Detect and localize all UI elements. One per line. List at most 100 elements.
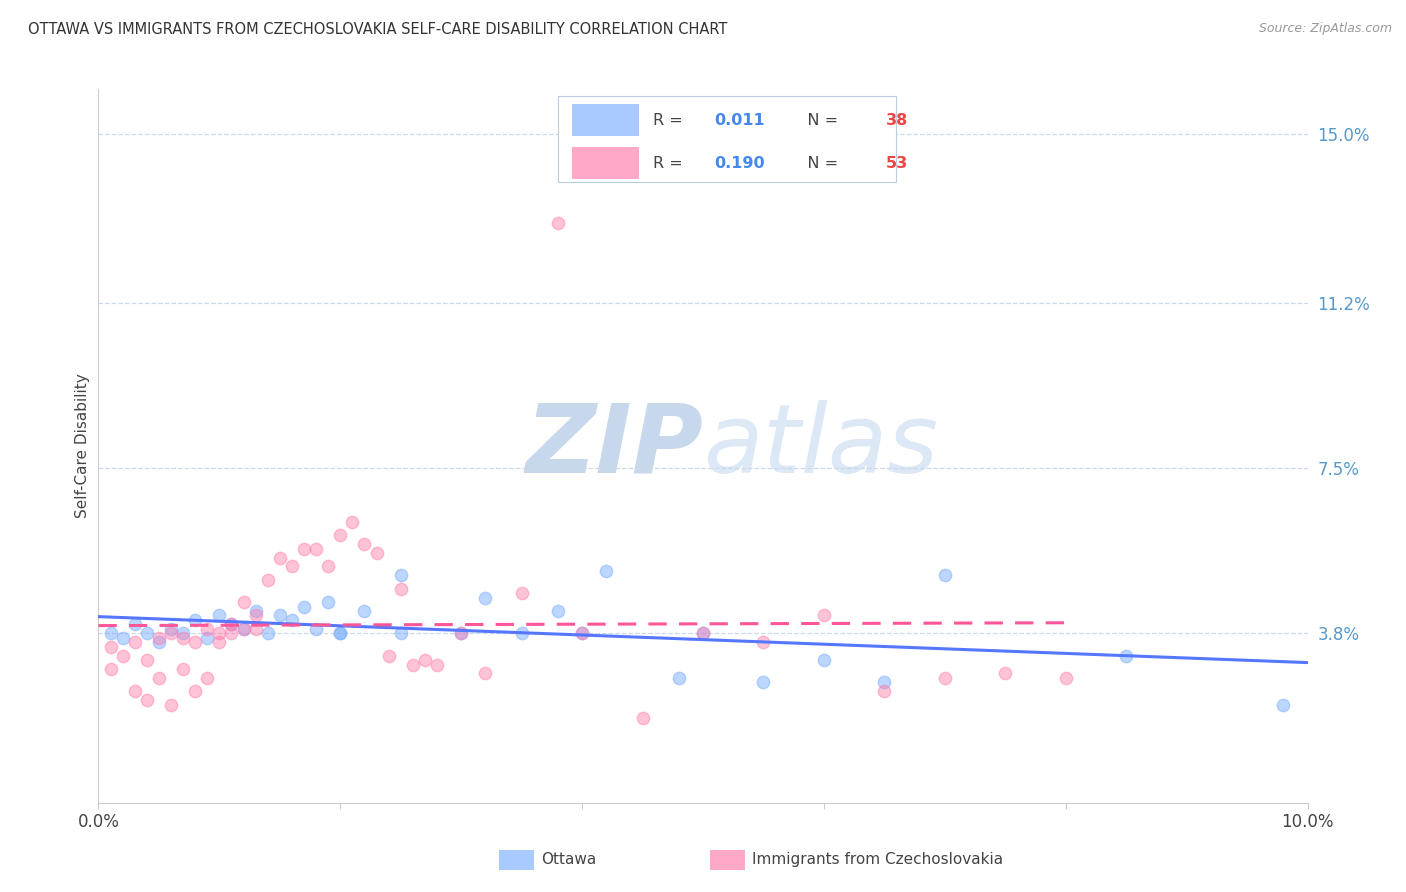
Point: [752, 635, 775, 649]
FancyBboxPatch shape: [558, 96, 897, 182]
Point: [547, 216, 569, 230]
Point: [353, 604, 375, 618]
Point: [873, 684, 896, 698]
Point: [571, 626, 593, 640]
Text: OTTAWA VS IMMIGRANTS FROM CZECHOSLOVAKIA SELF-CARE DISABILITY CORRELATION CHART: OTTAWA VS IMMIGRANTS FROM CZECHOSLOVAKIA…: [28, 22, 727, 37]
Point: [510, 586, 533, 600]
Point: [172, 662, 194, 676]
Point: [474, 666, 496, 681]
Point: [450, 626, 472, 640]
Point: [124, 617, 146, 632]
Text: 0.190: 0.190: [714, 155, 765, 170]
Point: [329, 626, 352, 640]
Point: [389, 626, 412, 640]
Point: [692, 626, 714, 640]
Text: R =: R =: [654, 112, 689, 128]
Point: [208, 635, 231, 649]
Point: [329, 626, 352, 640]
Point: [342, 515, 364, 529]
Point: [221, 617, 243, 632]
Point: [934, 671, 956, 685]
Point: [135, 626, 157, 640]
Point: [221, 626, 243, 640]
Point: [160, 698, 183, 712]
Point: [389, 568, 412, 582]
Text: N =: N =: [793, 112, 844, 128]
Point: [256, 626, 278, 640]
Point: [184, 684, 207, 698]
Point: [426, 657, 449, 672]
Text: R =: R =: [654, 155, 689, 170]
Point: [245, 604, 267, 618]
Text: 38: 38: [886, 112, 908, 128]
Point: [813, 653, 835, 667]
Y-axis label: Self-Care Disability: Self-Care Disability: [75, 374, 90, 518]
Text: ZIP: ZIP: [524, 400, 703, 492]
Point: [389, 582, 412, 596]
Point: [547, 604, 569, 618]
Text: Immigrants from Czechoslovakia: Immigrants from Czechoslovakia: [752, 853, 1004, 867]
Point: [111, 631, 134, 645]
Bar: [572, 104, 638, 136]
Point: [994, 666, 1017, 681]
Point: [1115, 648, 1137, 663]
Text: Ottawa: Ottawa: [541, 853, 596, 867]
Point: [316, 595, 339, 609]
Point: [195, 622, 218, 636]
Point: [873, 675, 896, 690]
Point: [377, 648, 399, 663]
Text: 0.011: 0.011: [714, 112, 765, 128]
Point: [208, 608, 231, 623]
Point: [692, 626, 714, 640]
Point: [256, 573, 278, 587]
Text: 53: 53: [886, 155, 908, 170]
Point: [135, 693, 157, 707]
Point: [124, 635, 146, 649]
Point: [195, 671, 218, 685]
Point: [245, 622, 267, 636]
Point: [353, 537, 375, 551]
Point: [100, 640, 122, 654]
Point: [413, 653, 436, 667]
Point: [1054, 671, 1077, 685]
Point: [1272, 698, 1295, 712]
Text: N =: N =: [793, 155, 844, 170]
Point: [631, 711, 654, 725]
Point: [752, 675, 775, 690]
Point: [245, 608, 267, 623]
Point: [329, 528, 352, 542]
Point: [184, 613, 207, 627]
Point: [281, 559, 304, 574]
Point: [160, 622, 183, 636]
Point: [184, 635, 207, 649]
Point: [111, 648, 134, 663]
Point: [148, 631, 170, 645]
Point: [160, 626, 183, 640]
Bar: [572, 147, 638, 179]
Point: [135, 653, 157, 667]
Point: [813, 608, 835, 623]
Point: [208, 626, 231, 640]
Point: [148, 671, 170, 685]
Point: [172, 626, 194, 640]
Point: [100, 662, 122, 676]
Point: [221, 617, 243, 632]
Point: [195, 631, 218, 645]
Point: [232, 595, 254, 609]
Point: [934, 568, 956, 582]
Point: [124, 684, 146, 698]
Point: [510, 626, 533, 640]
Point: [172, 631, 194, 645]
Point: [269, 550, 291, 565]
Point: [292, 599, 315, 614]
Point: [316, 559, 339, 574]
Point: [269, 608, 291, 623]
Point: [402, 657, 425, 672]
Point: [450, 626, 472, 640]
Point: [474, 591, 496, 605]
Point: [100, 626, 122, 640]
Text: atlas: atlas: [703, 400, 938, 492]
Point: [595, 564, 617, 578]
Point: [668, 671, 690, 685]
Point: [305, 622, 328, 636]
